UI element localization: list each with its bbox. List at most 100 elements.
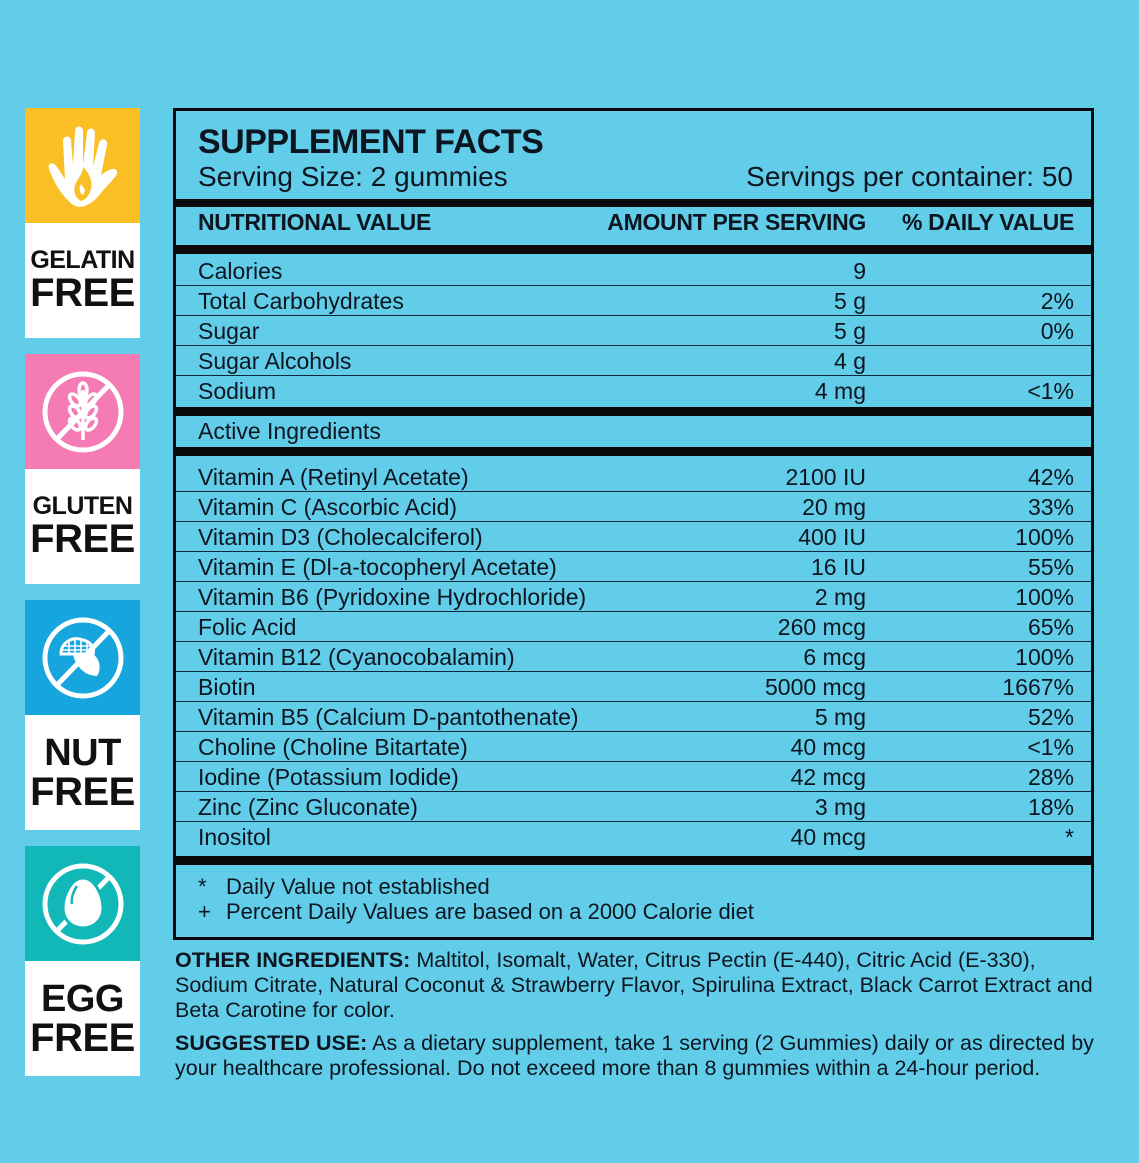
divider-thick <box>176 447 1091 456</box>
ingredient-dv: 1667% <box>1002 674 1074 700</box>
badge-icon-area <box>25 354 140 469</box>
header-daily-value: % DAILY VALUE <box>901 209 1074 235</box>
table-row: Sugar Alcohols 4 g <box>176 346 1091 376</box>
badge-line2: FREE <box>30 1015 135 1060</box>
table-row: Sugar 5 g 0% <box>176 316 1091 346</box>
nutrient-dv: 2% <box>1040 288 1074 314</box>
divider-thick <box>176 245 1091 254</box>
table-row: Vitamin C (Ascorbic Acid) 20 mg 33% <box>176 492 1091 522</box>
ingredient-dv: * <box>1065 824 1074 850</box>
ingredient-amount: 42 mcg <box>790 764 866 790</box>
badge-line2: FREE <box>30 271 135 315</box>
badge-label: NUT FREE <box>25 715 140 830</box>
other-ingredients-text: Maltitol, Isomalt, Water, Citrus Pectin … <box>175 948 1093 1022</box>
gelatin-free-badge: GELATIN FREE <box>25 108 140 338</box>
nut-free-badge: NUT FREE <box>25 600 140 830</box>
footnote-daily-values: + Percent Daily Values are based on a 200… <box>198 899 754 925</box>
badge-label: EGG FREE <box>25 961 140 1076</box>
ingredient-amount: 2100 IU <box>785 464 866 490</box>
footnote-text: Percent Daily Values are based on a 2000… <box>226 899 754 924</box>
no-egg-icon <box>42 863 123 944</box>
ingredient-name: Vitamin D3 (Cholecalciferol) <box>198 524 483 550</box>
serving-size: Serving Size: 2 gummies <box>198 161 508 192</box>
nutrient-name: Sodium <box>198 378 276 404</box>
table-row: Vitamin B6 (Pyridoxine Hydrochloride) 2 … <box>176 582 1091 612</box>
ingredient-dv: 52% <box>1027 704 1074 730</box>
ingredient-amount: 400 IU <box>798 524 866 550</box>
ingredient-dv: 100% <box>1015 524 1074 550</box>
ingredient-amount: 16 IU <box>811 554 866 580</box>
badge-label: GELATIN FREE <box>25 223 140 338</box>
hand-flame-icon <box>48 126 117 207</box>
nutrient-amount: 4 mg <box>814 378 866 404</box>
ingredient-name: Vitamin B5 (Calcium D-pantothenate) <box>198 704 579 730</box>
gluten-free-badge: GLUTEN FREE <box>25 354 140 584</box>
table-row: Vitamin B12 (Cyanocobalamin) 6 mcg 100% <box>176 642 1091 672</box>
active-ingredients-label: Active Ingredients <box>198 418 381 444</box>
ingredient-dv: <1% <box>1027 734 1074 760</box>
ingredient-dv: 28% <box>1027 764 1074 790</box>
ingredient-name: Iodine (Potassium Iodide) <box>198 764 459 790</box>
nutrient-amount: 4 g <box>834 348 866 374</box>
nutrient-dv: 0% <box>1040 318 1074 344</box>
other-ingredients-label: OTHER INGREDIENTS: <box>175 948 411 972</box>
ingredient-name: Folic Acid <box>198 614 297 640</box>
nutrient-dv: <1% <box>1027 378 1074 404</box>
table-row: Calories 9 <box>176 256 1091 286</box>
nutrient-name: Sugar Alcohols <box>198 348 352 374</box>
footnote-symbol: + <box>198 899 211 924</box>
badge-line2: FREE <box>30 769 135 814</box>
nutrient-amount: 9 <box>853 258 866 284</box>
footnote-text: Daily Value not established <box>226 874 490 899</box>
ingredient-amount: 40 mcg <box>790 824 866 850</box>
header-nutritional-value: NUTRITIONAL VALUE <box>198 209 431 235</box>
ingredient-amount: 260 mcg <box>777 614 866 640</box>
ingredient-name: Vitamin E (Dl-a-tocopheryl Acetate) <box>198 554 557 580</box>
ingredient-amount: 2 mg <box>814 584 866 610</box>
ingredient-amount: 3 mg <box>814 794 866 820</box>
badge-label: GLUTEN FREE <box>25 469 140 584</box>
footnote-symbol: * <box>198 874 207 899</box>
table-row: Iodine (Potassium Iodide) 42 mcg 28% <box>176 762 1091 792</box>
table-row: Vitamin B5 (Calcium D-pantothenate) 5 mg… <box>176 702 1091 732</box>
ingredient-dv: 18% <box>1027 794 1074 820</box>
ingredient-amount: 5000 mcg <box>764 674 866 700</box>
footnote-not-established: * Daily Value not established <box>198 874 490 900</box>
ingredient-name: Choline (Choline Bitartate) <box>198 734 468 760</box>
ingredient-name: Inositol <box>198 824 271 850</box>
ingredient-amount: 20 mg <box>802 494 866 520</box>
ingredient-name: Biotin <box>198 674 256 700</box>
suggested-use-text: As a dietary supplement, take 1 serving … <box>175 1031 1094 1080</box>
table-row: Total Carbohydrates 5 g 2% <box>176 286 1091 316</box>
ingredient-amount: 40 mcg <box>790 734 866 760</box>
ingredient-dv: 100% <box>1015 644 1074 670</box>
table-row: Vitamin D3 (Cholecalciferol) 400 IU 100% <box>176 522 1091 552</box>
no-nut-icon <box>42 617 123 698</box>
ingredient-name: Zinc (Zinc Gluconate) <box>198 794 418 820</box>
ingredient-dv: 33% <box>1027 494 1074 520</box>
nutrient-name: Total Carbohydrates <box>198 288 404 314</box>
ingredient-amount: 5 mg <box>814 704 866 730</box>
table-row: Vitamin E (Dl-a-tocopheryl Acetate) 16 I… <box>176 552 1091 582</box>
badge-icon-area <box>25 600 140 715</box>
badge-line1: EGG <box>41 977 124 1020</box>
badge-line2: FREE <box>30 517 135 561</box>
no-wheat-icon <box>42 371 123 452</box>
ingredient-name: Vitamin C (Ascorbic Acid) <box>198 494 458 520</box>
badge-line1: GELATIN <box>30 246 135 274</box>
badge-line1: NUT <box>44 731 121 774</box>
badge-icon-area <box>25 108 140 223</box>
ingredient-dv: 65% <box>1027 614 1074 640</box>
divider-thick <box>176 407 1091 416</box>
table-row: Biotin 5000 mcg 1667% <box>176 672 1091 702</box>
badge-icon-area <box>25 846 140 961</box>
ingredient-name: Vitamin B6 (Pyridoxine Hydrochloride) <box>198 584 587 610</box>
facts-title: SUPPLEMENT FACTS <box>198 123 544 161</box>
header-amount-per-serving: AMOUNT PER SERVING <box>607 209 866 235</box>
suggested-use: SUGGESTED USE: As a dietary supplement, … <box>175 1031 1100 1081</box>
nutrient-name: Sugar <box>198 318 260 344</box>
table-row: Folic Acid 260 mcg 65% <box>176 612 1091 642</box>
servings-per-container: Servings per container: 50 <box>746 161 1073 192</box>
table-row: Inositol 40 mcg * <box>176 822 1091 852</box>
nutrient-amount: 5 g <box>834 288 866 314</box>
